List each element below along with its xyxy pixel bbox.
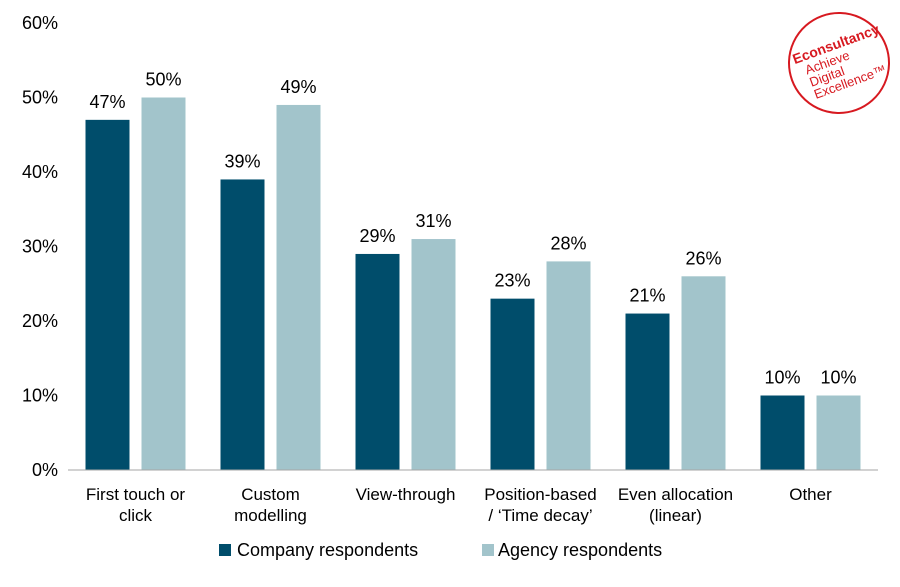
legend-label: Company respondents (237, 540, 418, 560)
x-tick-label: / ‘Time decay’ (488, 506, 592, 525)
bar-agency (681, 276, 726, 470)
legend-swatch (219, 544, 231, 556)
bar-agency (546, 261, 591, 470)
data-label: 28% (550, 233, 586, 253)
y-tick-label: 50% (22, 88, 58, 108)
data-label: 47% (89, 92, 125, 112)
data-label: 39% (224, 151, 260, 171)
x-tick-label: (linear) (649, 506, 702, 525)
data-labels-group: 47% 50% 39% 49% 29% 31% 23% 28% 21% 26% 10% 10% (89, 70, 856, 388)
x-tick-label: View-through (356, 485, 456, 504)
bar-company (760, 395, 805, 470)
bar-agency (141, 97, 186, 470)
x-tick-label: Even allocation (618, 485, 733, 504)
legend-label: Agency respondents (498, 540, 662, 560)
legend-swatch (482, 544, 494, 556)
data-label: 10% (764, 368, 800, 388)
data-label: 26% (685, 248, 721, 268)
data-label: 21% (629, 286, 665, 306)
data-label: 23% (494, 271, 530, 291)
x-tick-label: Other (789, 485, 832, 504)
bar-company (220, 179, 265, 470)
y-tick-label: 40% (22, 162, 58, 182)
bar-company (85, 119, 130, 470)
data-label: 31% (415, 211, 451, 231)
y-tick-label: 10% (22, 386, 58, 406)
x-axis: First touch or click Custom modelling View-t… (68, 469, 878, 525)
x-tick-label: First touch or (86, 485, 186, 504)
bar-company (625, 313, 670, 470)
y-tick-label: 20% (22, 311, 58, 331)
logo-ring (788, 12, 890, 114)
econsultancy-logo: Econsultancy Achieve Digital Excellence™ (788, 12, 890, 114)
bar-company (355, 253, 400, 470)
legend: Company respondents Agency respondents (219, 540, 662, 560)
data-label: 49% (280, 77, 316, 97)
x-tick-label: Position-based (484, 485, 596, 504)
bar-agency (276, 104, 321, 470)
x-tick-label: Custom (241, 485, 300, 504)
bar-agency (411, 239, 456, 470)
y-tick-label: 60% (22, 13, 58, 33)
y-tick-label: 0% (32, 460, 58, 480)
bar-company (490, 298, 535, 470)
x-tick-label: modelling (234, 506, 307, 525)
data-label: 29% (359, 226, 395, 246)
y-tick-label: 30% (22, 237, 58, 257)
bar-agency (816, 395, 861, 470)
data-label: 10% (820, 368, 856, 388)
x-tick-label: click (119, 506, 153, 525)
y-axis: 0% 10% 20% 30% 40% 50% 60% (22, 13, 58, 480)
data-label: 50% (145, 70, 181, 90)
bars-group (85, 97, 861, 470)
